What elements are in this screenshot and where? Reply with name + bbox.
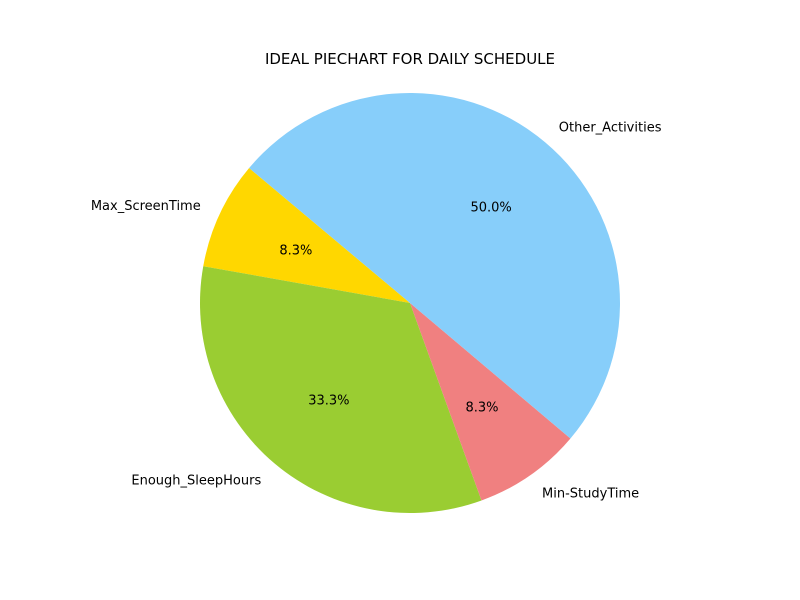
chart-title: IDEAL PIECHART FOR DAILY SCHEDULE — [265, 50, 555, 68]
slice-label: Max_ScreenTime — [91, 199, 201, 214]
slice-percent-label: 33.3% — [308, 393, 349, 408]
slice-label: Other_Activities — [559, 120, 662, 135]
slice-percent-label: 8.3% — [466, 400, 499, 415]
slice-label: Min-StudyTime — [542, 487, 639, 502]
pie-slice-enough-sleephours — [199, 266, 482, 513]
pie-slice-max-screentime — [203, 168, 410, 303]
pie-slice-min-studytime — [410, 303, 571, 501]
pie-labels: Max_ScreenTime 8.3% Enough_SleepHours 33.3%… — [91, 120, 662, 501]
pie-slices — [199, 92, 621, 513]
slice-percent-label: 50.0% — [470, 201, 511, 216]
pie-slice-other-activities — [249, 92, 621, 439]
slice-percent-label: 8.3% — [279, 244, 312, 259]
slice-label: Enough_SleepHours — [131, 474, 261, 489]
